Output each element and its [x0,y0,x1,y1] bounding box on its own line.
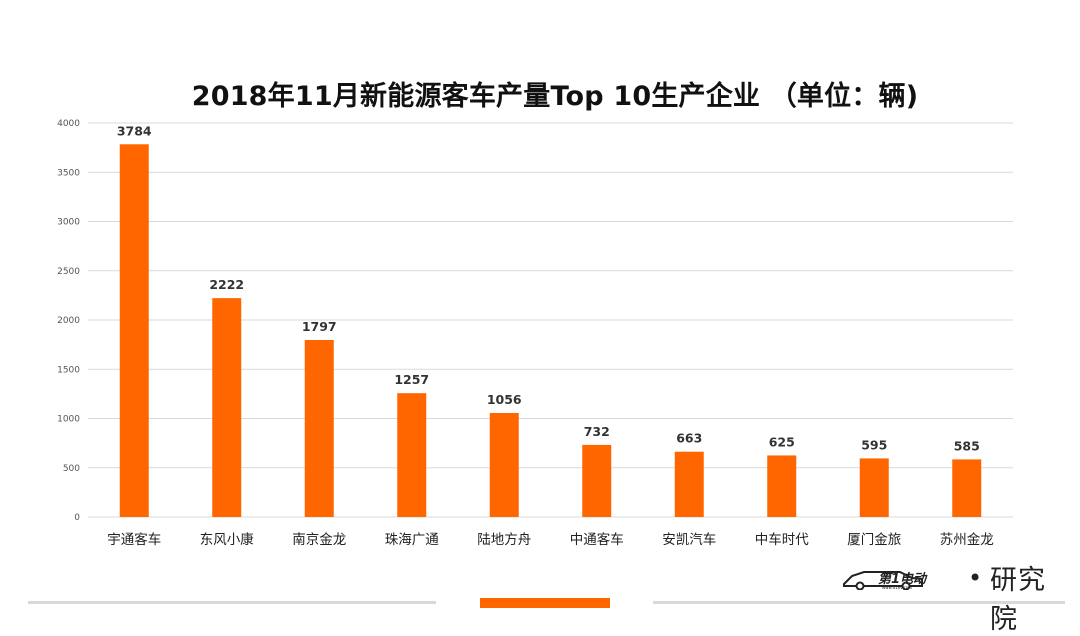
bar [397,393,427,517]
x-tick-label: 宇通客车 [107,531,161,548]
x-tick-label: 珠海广通 [385,532,439,548]
bar [489,412,519,517]
data-label: 732 [584,424,610,439]
y-tick-label: 2000 [57,316,80,326]
y-tick-label: 0 [74,513,80,523]
logo-dot: • [968,564,983,592]
data-label: 585 [954,438,980,453]
logo-text: 研究院 [990,565,1046,635]
x-tick-label: 苏州金龙 [940,532,994,548]
y-tick-label: 2500 [57,267,80,277]
y-tick-label: 1500 [57,365,80,375]
logo-car-text: 第1电动 [878,571,928,587]
d1ev-logo: 第1电动 www.d1ev.com • 研究院 [842,556,1062,635]
footer-accent-bar [480,598,610,608]
data-label: 3784 [117,123,152,138]
data-label: 663 [676,431,702,446]
bar [582,444,612,517]
data-label: 625 [769,434,795,449]
x-tick-label: 南京金龙 [292,532,346,548]
bar [119,144,149,517]
car-icon: 第1电动 www.d1ev.com [843,571,928,590]
y-tick-label: 3000 [57,218,80,228]
chart-title: 2018年11月新能源客车产量Top 10生产企业 （单位：辆) [191,81,919,112]
data-label: 1056 [487,392,522,407]
bar [952,459,982,517]
bar-chart: 0 500 1000 1500 2000 2500 3000 3500 4000 3784 宇通客车… [57,119,1013,548]
bar [212,298,242,517]
x-tick-label: 厦门金旅 [847,532,901,548]
bar [767,455,797,517]
x-tick-label: 中车时代 [755,531,809,548]
bar [304,339,334,517]
x-tick-label: 陆地方舟 [477,532,531,548]
x-tick-label: 安凯汽车 [662,531,716,548]
data-label: 595 [861,437,887,452]
footer-divider-left [28,601,436,604]
data-label: 2222 [209,277,244,292]
y-tick-label: 3500 [57,168,80,178]
y-tick-label: 4000 [57,119,80,129]
footer-divider-right [653,601,1065,604]
bar [674,451,704,517]
y-tick-label: 500 [63,464,80,474]
x-tick-label: 中通客车 [570,531,624,548]
data-label: 1257 [394,372,429,387]
x-tick-label: 东风小康 [200,531,254,548]
y-tick-label: 1000 [57,415,80,425]
logo-url-text: www.d1ev.com [882,585,912,590]
bar [859,458,889,517]
data-label: 1797 [302,319,337,334]
